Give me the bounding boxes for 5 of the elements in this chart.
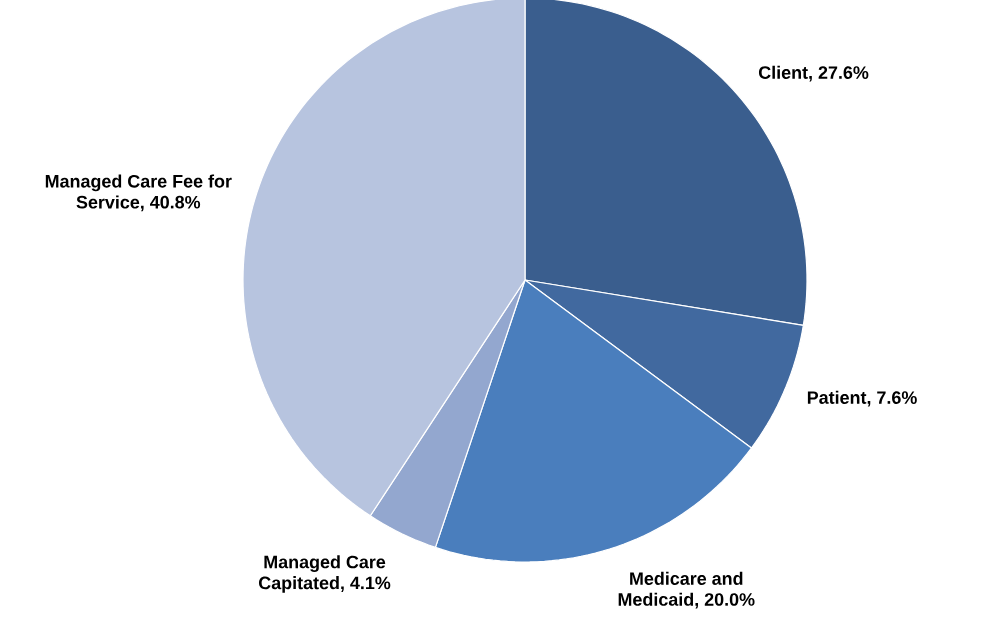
slice-label: Client, 27.6% bbox=[758, 65, 869, 82]
slice-label: Medicare and Medicaid, 20.0% bbox=[618, 571, 755, 609]
slice-label: Managed Care Fee for Service, 40.8% bbox=[45, 174, 232, 212]
slice-label: Patient, 7.6% bbox=[807, 390, 917, 407]
slice-label: Managed Care Capitated, 4.1% bbox=[258, 555, 391, 593]
